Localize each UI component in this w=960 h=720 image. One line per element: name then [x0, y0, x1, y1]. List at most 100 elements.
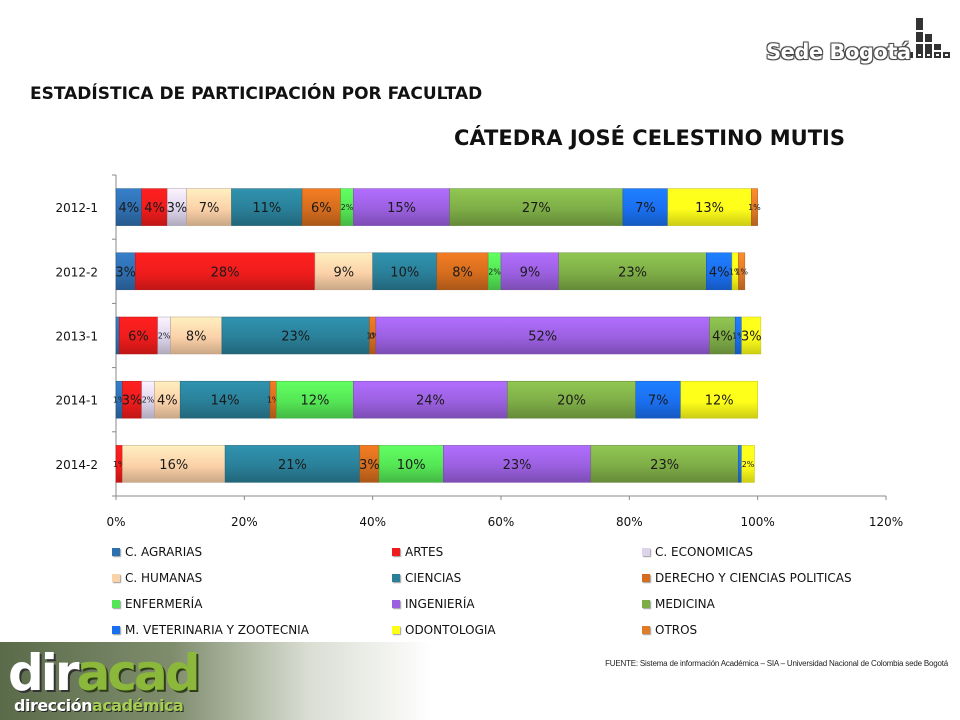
data-label: 1% [113, 396, 126, 405]
legend-label: INGENIERÍA [405, 597, 475, 611]
diracad-logo: diracad [8, 648, 201, 698]
bar-segment [507, 380, 636, 419]
legend-label: ARTES [405, 545, 444, 559]
data-label: 12% [300, 394, 329, 409]
data-label: 1% [732, 332, 745, 341]
legend-swatch [112, 626, 120, 634]
data-label: 7% [635, 201, 656, 216]
legend-swatch [392, 600, 400, 608]
bar-segment [709, 316, 736, 355]
category-label: 2014-1 [55, 394, 98, 408]
source-note: FUENTE: Sistema de información Académica… [605, 659, 948, 668]
legend-item: DERECHO Y CIENCIAS POLITICAS [642, 569, 892, 587]
data-label: 1% [735, 267, 748, 276]
bar-segment [443, 445, 592, 483]
data-label: 9% [333, 265, 354, 280]
data-label: 4% [119, 201, 140, 216]
bar-segment [122, 445, 226, 483]
bar-segment [231, 188, 303, 226]
data-label: 1% [366, 332, 379, 341]
bar-segment [751, 188, 758, 226]
x-tick-label: 80% [616, 515, 643, 529]
data-label: 28% [211, 265, 240, 280]
data-label: 10% [390, 265, 419, 280]
data-label: 12% [705, 394, 734, 409]
legend-label: CIENCIAS [405, 571, 462, 585]
bar-segment [449, 188, 624, 226]
x-tick-label: 0% [106, 515, 125, 529]
legend-label: DERECHO Y CIENCIAS POLITICAS [655, 571, 852, 585]
bar-segment [635, 380, 681, 419]
data-label: 3% [122, 394, 143, 409]
data-label: 15% [387, 201, 416, 216]
data-label: 2% [742, 460, 755, 469]
data-label: 24% [416, 394, 445, 409]
bar-segment [170, 316, 223, 355]
data-label: 8% [186, 330, 207, 345]
data-label: 3% [167, 201, 188, 216]
data-label: 27% [522, 201, 551, 216]
legend-item: C. ECONOMICAS [642, 543, 892, 561]
data-label: 4% [712, 330, 733, 345]
data-label: 23% [503, 458, 532, 473]
legend-item: ODONTOLOGIA [392, 621, 642, 639]
data-label: 20% [557, 394, 586, 409]
x-tick-label: 60% [488, 515, 515, 529]
data-label: 2% [158, 332, 171, 341]
legend-swatch [392, 548, 400, 556]
data-label: 3% [115, 265, 136, 280]
x-tick-label: 120% [869, 515, 903, 529]
data-label: 9% [520, 265, 541, 280]
legend-item: C. AGRARIAS [112, 543, 392, 561]
legend-swatch [642, 574, 650, 582]
bar-segment [154, 380, 181, 419]
data-label: 21% [278, 458, 307, 473]
category-label: 2013-1 [55, 330, 98, 344]
data-label: 7% [199, 201, 220, 216]
bar-segment [741, 316, 762, 355]
legend-item: M. VETERINARIA Y ZOOTECNIA [112, 621, 392, 639]
bar-segment [301, 188, 341, 226]
data-label: 14% [211, 394, 240, 409]
bar-segment [500, 252, 559, 291]
bar-segment [622, 188, 669, 226]
data-label: 23% [650, 458, 679, 473]
bar-segment [179, 380, 271, 419]
bar-segment [118, 316, 158, 355]
data-label: 13% [695, 201, 724, 216]
data-label: 4% [144, 201, 165, 216]
bar-segment [186, 188, 232, 226]
legend-label: MEDICINA [655, 597, 715, 611]
legend-swatch [112, 548, 120, 556]
data-label: 23% [281, 330, 310, 345]
data-label: 52% [528, 330, 557, 345]
bar-segment [353, 380, 508, 419]
data-label: 3% [741, 330, 762, 345]
stacked-bar-chart: 0% 20% 40% 60% 80% 100% 120%2012-1 4% 4% 3% 7% 11% 6… [55, 174, 903, 529]
data-label: 2% [341, 203, 354, 212]
university-emblem-icon [906, 18, 950, 58]
bar-segment [115, 316, 120, 355]
legend-label: M. VETERINARIA Y ZOOTECNIA [125, 623, 309, 637]
data-label: 4% [709, 265, 730, 280]
legend-item: OTROS [642, 621, 892, 639]
diracad-logo-part-b: acad [76, 644, 201, 702]
x-tick-label: 20% [231, 515, 258, 529]
legend-label: ENFERMERÍA [125, 597, 203, 611]
legend-item: C. HUMANAS [112, 569, 392, 587]
legend-swatch [642, 548, 650, 556]
category-label: 2012-2 [55, 265, 98, 279]
data-label: 2% [142, 396, 155, 405]
x-tick-label: 100% [741, 515, 775, 529]
chart-legend: C. AGRARIAS ARTES C. ECONOMICAS C. HUMANAS C… [112, 543, 912, 639]
legend-item: ARTES [392, 543, 642, 561]
bar-segment [738, 252, 746, 291]
direccion-academica-logo: direcciónacadémica [14, 696, 184, 715]
data-label: 2% [488, 267, 501, 276]
legend-item: ENFERMERÍA [112, 595, 392, 613]
sede-bogota-logo: Sede Bogotá [760, 14, 956, 74]
legend-item: CIENCIAS [392, 569, 642, 587]
data-label: 8% [452, 265, 473, 280]
direccion-logo-part-b: académica [92, 696, 184, 715]
legend-label: C. HUMANAS [125, 571, 203, 585]
